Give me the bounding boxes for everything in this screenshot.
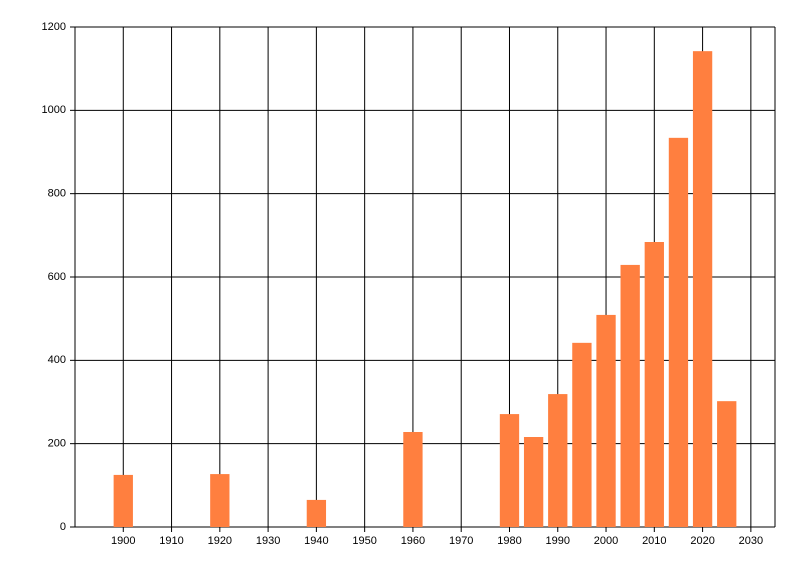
- bar: [668, 137, 689, 528]
- y-tick-label: 200: [48, 438, 66, 450]
- bar: [620, 264, 640, 527]
- bar: [596, 314, 616, 527]
- x-tick-label: 1960: [401, 535, 425, 547]
- bar: [113, 474, 133, 527]
- x-tick-label: 1990: [546, 535, 570, 547]
- bar: [717, 401, 737, 527]
- x-tick-label: 1980: [497, 535, 521, 547]
- bar: [572, 342, 592, 527]
- x-tick-label: 1930: [256, 535, 280, 547]
- x-tick-label: 2020: [690, 535, 714, 547]
- x-tick-label: 1920: [208, 535, 232, 547]
- x-tick-label: 2010: [642, 535, 666, 547]
- x-tick-label: 1950: [352, 535, 376, 547]
- x-tick-label: 1910: [159, 535, 183, 547]
- x-tick-label: 1970: [449, 535, 473, 547]
- bar: [548, 394, 568, 527]
- x-tick-label: 1940: [304, 535, 328, 547]
- bar: [499, 414, 520, 527]
- x-tick-label: 1900: [111, 535, 135, 547]
- bar: [523, 437, 544, 527]
- y-tick-label: 1200: [42, 21, 66, 33]
- y-tick-label: 600: [48, 271, 66, 283]
- bar: [306, 499, 327, 527]
- bar: [210, 474, 230, 527]
- x-tick-label: 2030: [739, 535, 763, 547]
- y-tick-label: 800: [48, 188, 66, 200]
- x-tick-label: 2000: [594, 535, 618, 547]
- bar: [403, 432, 423, 527]
- y-tick-label: 400: [48, 354, 66, 366]
- y-tick-label: 0: [60, 521, 66, 533]
- bar: [692, 51, 713, 528]
- y-tick-label: 1000: [42, 104, 66, 116]
- bar: [644, 242, 664, 527]
